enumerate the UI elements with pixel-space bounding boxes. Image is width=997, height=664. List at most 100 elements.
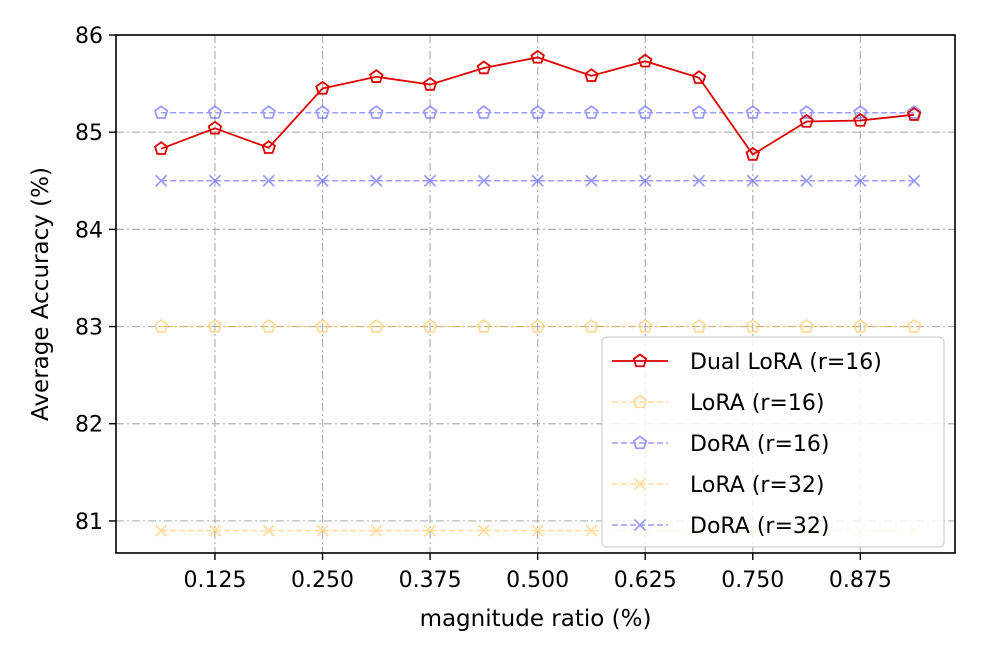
data-point <box>692 174 706 187</box>
x-marker-stroke <box>692 174 706 187</box>
data-point <box>208 524 222 537</box>
data-point <box>585 524 598 537</box>
data-point <box>745 146 761 161</box>
data-point <box>530 105 545 119</box>
y-tick-label: 81 <box>75 510 103 535</box>
data-point <box>369 318 384 333</box>
data-point <box>530 49 545 64</box>
series-dora-r-32 <box>155 174 921 187</box>
data-point <box>261 140 276 154</box>
x-marker-stroke <box>907 174 921 187</box>
x-tick-label: 0.500 <box>506 568 569 593</box>
legend: Dual LoRA (r=16) LoRA (r=16) DoRA (r=16) Lo… <box>601 336 945 548</box>
data-point <box>477 524 491 537</box>
data-point <box>208 174 222 187</box>
series-dora-r-16 <box>153 105 922 119</box>
data-point <box>745 105 761 119</box>
data-point <box>853 318 868 333</box>
data-point <box>315 80 330 95</box>
data-point <box>637 105 653 119</box>
y-tick-label: 85 <box>75 121 103 146</box>
legend-item: LoRA (r=32) <box>612 473 824 498</box>
x-marker-stroke <box>746 174 759 187</box>
x-tick-label: 0.625 <box>614 568 677 593</box>
x-marker-stroke <box>370 174 383 187</box>
data-point <box>637 318 653 333</box>
data-point <box>155 174 168 187</box>
data-point <box>423 524 437 537</box>
legend-swatch <box>612 477 668 491</box>
data-point <box>530 318 545 333</box>
legend-label: LoRA (r=16) <box>690 391 824 416</box>
x-marker-stroke <box>316 524 329 537</box>
x-marker-stroke <box>633 518 647 532</box>
data-point <box>907 174 921 187</box>
x-tick-label: 0.375 <box>399 568 462 593</box>
data-point <box>584 105 599 119</box>
data-point <box>422 318 438 333</box>
data-point <box>153 318 169 333</box>
data-point <box>854 174 867 187</box>
y-tick-label: 86 <box>75 24 103 49</box>
data-point <box>799 105 814 119</box>
x-marker-stroke <box>155 174 168 187</box>
data-point <box>369 69 384 83</box>
x-marker-stroke <box>208 174 222 187</box>
data-point <box>422 105 438 119</box>
data-point <box>799 113 814 128</box>
plot-frame <box>115 34 956 554</box>
x-marker-stroke <box>800 174 813 187</box>
x-marker-stroke <box>531 174 544 187</box>
data-point <box>531 524 544 537</box>
data-point <box>531 174 544 187</box>
data-point <box>262 174 275 187</box>
data-point <box>315 318 330 333</box>
x-marker-stroke <box>477 174 491 187</box>
x-marker-stroke <box>633 477 647 491</box>
series-lora-r-16 <box>153 318 922 333</box>
data-point <box>584 318 599 333</box>
legend-item: DoRA (r=32) <box>612 514 829 539</box>
data-point <box>423 174 437 187</box>
x-marker-stroke <box>155 524 168 537</box>
data-point <box>477 174 491 187</box>
x-marker-stroke <box>208 524 222 537</box>
data-point <box>261 318 276 333</box>
legend-item: Dual LoRA (r=16) <box>612 350 882 375</box>
legend-swatch <box>612 353 668 368</box>
axis-ticks: 0.125 0.250 0.375 0.500 0.625 0.750 0.875 81 82 8… <box>75 24 892 593</box>
legend-item: DoRA (r=16) <box>612 432 829 457</box>
legend-swatch <box>612 394 668 409</box>
x-marker-stroke <box>423 174 437 187</box>
data-point <box>476 318 492 333</box>
legend-label: Dual LoRA (r=16) <box>690 350 882 375</box>
x-marker-stroke <box>531 524 544 537</box>
x-tick-label: 0.250 <box>291 568 354 593</box>
data-point <box>153 141 169 155</box>
legend-marker <box>632 353 648 368</box>
legend-marker <box>633 518 647 532</box>
legend-swatch <box>612 518 668 532</box>
legend-label: LoRA (r=32) <box>690 473 824 498</box>
data-point <box>691 105 707 119</box>
x-tick-label: 0.125 <box>183 568 246 593</box>
data-point <box>207 120 223 135</box>
data-point <box>476 105 492 119</box>
y-tick-label: 84 <box>75 218 103 243</box>
data-point <box>370 174 383 187</box>
y-axis-label: Average Accuracy (%) <box>28 167 54 421</box>
data-point <box>691 318 707 333</box>
data-point <box>639 174 652 187</box>
legend-swatch <box>612 435 668 450</box>
x-tick-label: 0.750 <box>721 568 784 593</box>
data-point <box>315 105 330 119</box>
y-tick-label: 83 <box>75 316 103 341</box>
legend-label: DoRA (r=16) <box>690 432 829 457</box>
data-point <box>745 318 761 333</box>
x-marker-stroke <box>639 174 652 187</box>
data-point <box>476 60 492 75</box>
data-point <box>370 524 383 537</box>
data-point <box>800 174 813 187</box>
x-marker-stroke <box>423 524 437 537</box>
